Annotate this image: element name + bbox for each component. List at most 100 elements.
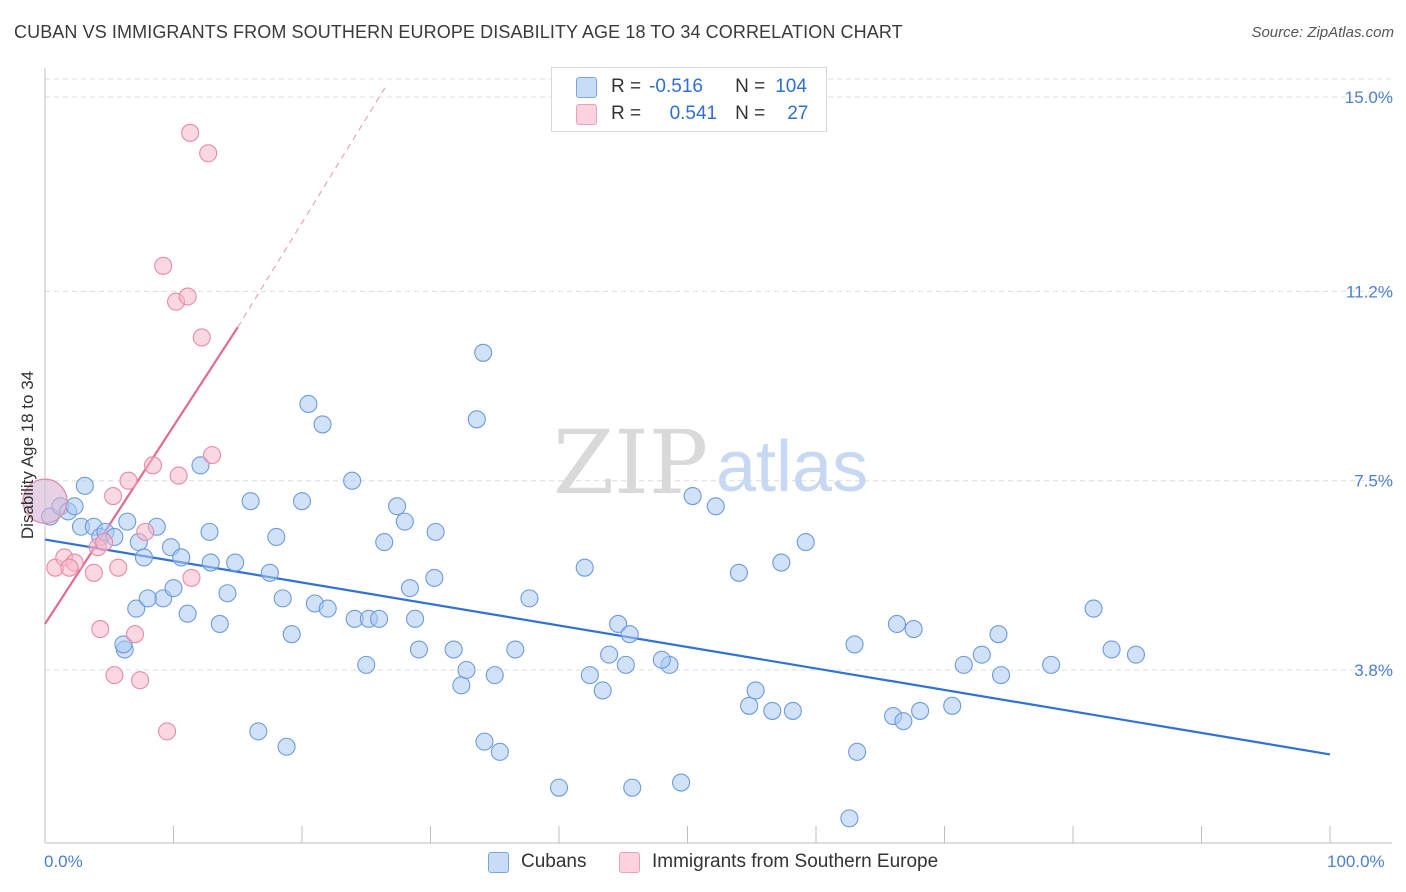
cubans-point-17 [191,456,210,475]
cubans-point-46 [457,660,476,680]
cubans-point-99 [277,737,296,756]
series-legend-immigrants[interactable]: Immigrants from Southern Europe [619,851,938,873]
cubans-point-72 [783,701,802,720]
immigrants-point-18 [178,287,197,306]
cubans-point-35 [375,533,394,552]
y-tick-labels: 3.8% 7.5% 11.2% 15.0% [1345,88,1393,680]
cubans-point-21 [241,492,260,511]
x-tick-label-min: 0.0% [44,852,83,871]
cubans-point-52 [506,640,525,659]
cubans-point-39 [406,609,425,628]
cubans-point-73 [796,533,815,552]
series-swatch-cubans [488,851,509,873]
cubans-point-88 [1102,640,1121,659]
series-legend-cubans[interactable]: Cubans [488,851,587,873]
trend-extension-1 [237,86,387,328]
cubans-point-85 [991,666,1011,685]
y-tick-label-0: 3.8% [1354,661,1393,680]
series-swatch-immigrants [619,851,640,873]
y-axis-label: Disability Age 18 to 34 [18,370,37,540]
cubans-point-75 [848,742,867,761]
legend-r-value: -0.516 [649,76,703,97]
trend-line-0 [44,538,1331,756]
cubans-point-54 [549,778,569,797]
immigrants-point-7 [84,563,103,582]
immigrants-point-25 [181,123,200,142]
legend-n-label: N = [735,103,766,124]
legend-n-value: 27 [787,103,809,124]
data-points [22,123,1146,828]
cubans-point-91 [652,650,671,669]
cubans-point-50 [485,666,504,685]
cubans-point-71 [772,553,791,572]
cubans-point-49 [475,732,494,751]
cubans-point-37 [395,512,414,531]
series-label-cubans: Cubans [521,851,587,872]
immigrants-point-4 [60,558,79,577]
immigrants-point-20 [203,446,222,465]
cubans-point-67 [729,563,748,582]
immigrants-point-10 [104,487,123,506]
legend-r-label: R = [611,76,642,97]
cubans-point-95 [178,604,197,623]
immigrants-point-0 [22,478,68,524]
immigrants-point-16 [154,256,173,275]
grid-lines [45,78,1392,671]
cubans-point-25 [282,625,301,644]
source-label: Source: ZipAtlas.com [1251,24,1394,41]
cubans-point-93 [127,599,146,618]
cubans-point-29 [299,394,318,414]
cubans-point-81 [943,696,962,715]
cubans-point-23 [267,527,286,547]
cubans-point-24 [273,589,292,608]
immigrants-point-15 [169,466,188,485]
cubans-point-56 [580,666,599,685]
cubans-point-11 [118,512,137,531]
cubans-point-102 [164,579,183,598]
cubans-point-20 [226,553,245,572]
cubans-point-13 [134,548,153,567]
cubans-point-84 [989,625,1008,644]
cubans-point-59 [609,614,628,634]
cubans-point-16 [172,548,191,567]
cubans-point-78 [894,712,913,731]
cubans-point-4 [65,497,84,516]
cubans-point-66 [706,497,725,516]
cubans-point-31 [343,471,362,490]
cubans-point-86 [1042,655,1061,674]
cubans-point-26 [292,492,312,511]
cubans-point-18 [200,522,219,541]
axes [44,68,1392,844]
cubans-point-41 [425,568,444,587]
watermark-atlas: atlas [716,427,868,507]
watermark: ZIP atlas [553,411,868,514]
cubans-point-79 [904,620,923,639]
cubans-point-83 [972,645,991,664]
legend-swatch-immigrants [576,103,597,125]
legend-row-immigrants: R = 0.541 N = 27 [576,102,808,126]
immigrants-point-19 [192,328,211,347]
y-tick-label-2: 11.2% [1346,282,1393,301]
immigrants-point-26 [199,144,218,163]
cubans-point-60 [616,655,635,674]
cubans-point-58 [600,645,619,664]
cubans-point-101 [114,635,133,654]
legend-swatch-cubans [576,76,597,98]
immigrants-point-6 [95,533,114,552]
cubans-point-34 [370,609,389,628]
cubans-point-48 [474,343,493,362]
immigrants-point-24 [158,722,177,741]
legend-n-label: N = [735,76,766,97]
immigrants-point-22 [105,666,124,685]
stats-legend: R = -0.516 N = 104 R = 0.541 N = 27 [551,67,827,132]
cubans-point-19 [201,553,220,572]
cubans-point-62 [623,778,642,797]
series-label-immigrants: Immigrants from Southern Europe [652,851,939,872]
cubans-point-53 [520,589,539,608]
cubans-point-96 [210,614,229,634]
immigrants-point-23 [131,671,150,690]
cubans-point-77 [887,614,907,634]
immigrants-point-9 [91,620,110,639]
cubans-point-43 [357,655,376,674]
